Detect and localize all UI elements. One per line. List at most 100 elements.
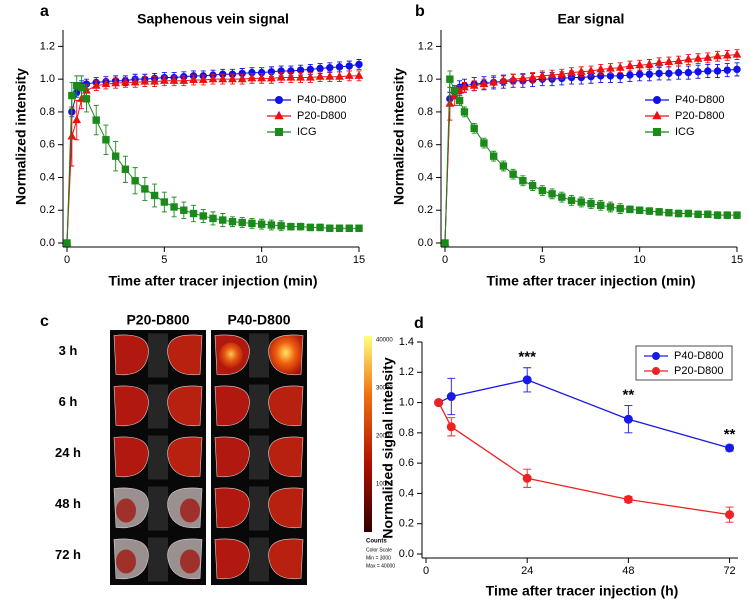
- ear-signal: [116, 498, 136, 523]
- legend-label: ICG: [675, 126, 695, 138]
- image-haze: [249, 435, 269, 480]
- y-tick-label: 0.4: [418, 171, 433, 183]
- data-point: [267, 221, 276, 229]
- colorbar-note: Color Scale: [366, 547, 392, 553]
- ear-image: [268, 487, 304, 529]
- y-tick-label: 0.4: [40, 171, 55, 183]
- ear-image: [268, 436, 304, 478]
- legend-marker: [653, 96, 661, 104]
- image-haze: [249, 486, 269, 531]
- x-axis-label: Time after tracer injection (min): [108, 273, 317, 289]
- data-point: [655, 208, 663, 216]
- data-point: [626, 205, 634, 214]
- data-point: [130, 77, 140, 86]
- data-point: [159, 75, 169, 84]
- significance-label: **: [724, 426, 736, 443]
- y-tick-label: 1.0: [40, 73, 55, 85]
- data-point: [179, 75, 189, 84]
- ear-image: [113, 334, 149, 376]
- data-point: [131, 177, 139, 185]
- data-point: [725, 510, 735, 520]
- data-point: [446, 75, 454, 83]
- data-point: [674, 209, 683, 218]
- data-point: [635, 70, 644, 78]
- data-point: [446, 422, 456, 432]
- data-point: [606, 203, 615, 211]
- data-point: [219, 216, 227, 224]
- image-haze: [148, 537, 168, 582]
- data-point: [101, 79, 111, 88]
- y-tick-label: 0.0: [399, 548, 414, 560]
- panel-letter: b: [415, 3, 425, 20]
- data-point: [733, 65, 741, 74]
- data-point: [218, 74, 228, 83]
- ear-image: [167, 334, 203, 376]
- data-point: [674, 56, 683, 65]
- y-axis-label: Normalized intensity: [13, 68, 29, 205]
- data-point: [355, 224, 363, 232]
- data-point: [694, 210, 702, 219]
- data-point: [344, 70, 354, 79]
- y-tick-label: 1.2: [418, 40, 433, 52]
- data-point: [615, 62, 625, 71]
- data-point: [296, 222, 305, 231]
- data-point: [703, 52, 713, 61]
- data-point: [635, 60, 645, 69]
- data-point: [665, 208, 673, 217]
- data-point: [683, 54, 693, 63]
- data-point: [733, 211, 741, 219]
- data-point: [326, 63, 334, 72]
- y-tick-label: 0.6: [418, 139, 433, 151]
- data-point: [150, 76, 159, 85]
- data-point: [684, 209, 693, 218]
- data-point: [460, 82, 469, 91]
- x-axis-label: Time after tracer injection (h): [486, 583, 679, 599]
- x-tick-label: 15: [353, 254, 365, 266]
- row-label: 24 h: [55, 445, 81, 460]
- data-point: [470, 124, 478, 133]
- data-point: [684, 68, 693, 77]
- data-point: [489, 77, 499, 86]
- data-point: [247, 73, 257, 82]
- data-point: [306, 65, 315, 74]
- data-point: [528, 72, 537, 81]
- data-point: [509, 170, 517, 178]
- data-point: [335, 71, 344, 80]
- data-point: [626, 71, 634, 79]
- ear-image: [167, 436, 203, 478]
- data-point: [355, 60, 363, 69]
- data-point: [460, 108, 469, 116]
- data-point: [587, 199, 595, 208]
- y-tick-label: 0.2: [418, 204, 433, 216]
- data-point: [180, 206, 188, 214]
- data-point: [189, 209, 198, 218]
- data-point: [72, 115, 82, 124]
- row-label: 48 h: [55, 496, 81, 511]
- y-tick-label: 1.0: [399, 396, 414, 408]
- y-tick-label: 0.6: [40, 139, 55, 151]
- row-label: 3 h: [59, 343, 78, 358]
- data-point: [723, 211, 731, 219]
- data-point: [455, 96, 464, 105]
- data-point: [111, 78, 121, 87]
- row-label: 6 h: [59, 394, 78, 409]
- colorbar-tick-label: 40000: [376, 338, 393, 344]
- data-point: [248, 219, 256, 228]
- y-tick-label: 0.8: [40, 106, 55, 118]
- data-point: [228, 74, 237, 83]
- data-point: [713, 51, 722, 60]
- data-point: [325, 71, 335, 80]
- data-point: [121, 165, 130, 173]
- data-point: [597, 201, 605, 210]
- image-haze: [148, 333, 168, 378]
- ear-signal: [180, 498, 200, 523]
- data-point: [567, 196, 576, 205]
- chart-title: Ear signal: [558, 11, 625, 27]
- row-label: 72 h: [55, 547, 81, 562]
- data-point: [625, 61, 635, 70]
- data-point: [722, 50, 732, 59]
- ear-signal: [219, 342, 243, 369]
- data-point: [209, 214, 217, 223]
- data-point: [499, 75, 508, 84]
- x-tick-label: 0: [442, 254, 448, 266]
